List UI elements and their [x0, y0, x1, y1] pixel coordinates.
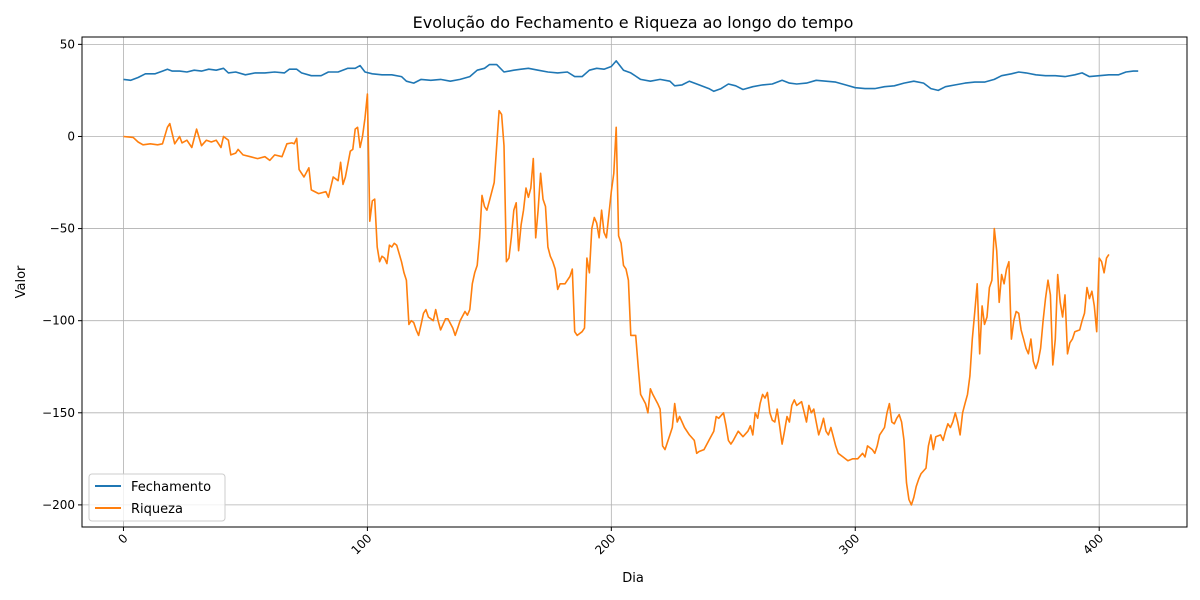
plot-area-frame [81, 36, 1188, 528]
y-tick-label: 50 [60, 37, 75, 51]
y-axis-title: Valor [14, 265, 29, 298]
chart-title: Evolução do Fechamento e Riqueza ao long… [413, 13, 854, 32]
y-tick-label: −200 [42, 498, 75, 512]
series-line-riqueza [123, 93, 1110, 506]
grid-layer [82, 37, 1187, 527]
legend: Fechamento Riqueza [88, 473, 226, 522]
y-tick-label: −150 [42, 406, 75, 420]
series-layer [123, 60, 1139, 506]
y-tick-label: −50 [50, 222, 75, 236]
series-line-fechamento [123, 60, 1139, 93]
y-tick-label: 0 [67, 129, 75, 143]
legend-box [88, 473, 226, 522]
x-axis-title: Dia [622, 571, 644, 586]
legend-label-fechamento: Fechamento [131, 480, 211, 495]
legend-label-riqueza: Riqueza [131, 502, 183, 517]
y-tick-label: −100 [42, 314, 75, 328]
